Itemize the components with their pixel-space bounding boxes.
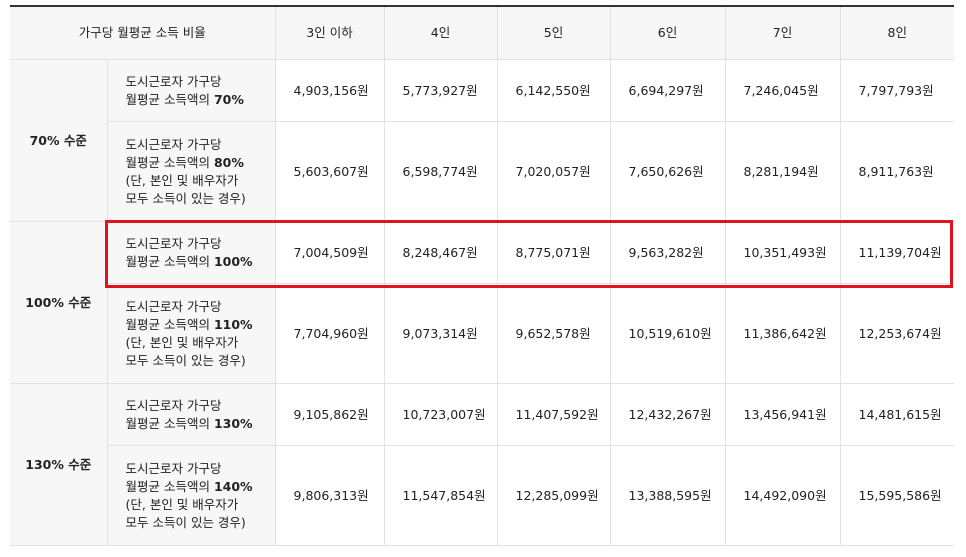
desc-prefix: 월평균 소득액의	[125, 91, 214, 107]
amount-cell: 7,797,793원	[840, 59, 955, 122]
table-row: 도시근로자 가구당 월평균 소득액의 80% (단, 본인 및 배우자가 모두 …	[10, 121, 955, 222]
header-col-3: 3인 이하	[275, 6, 385, 60]
row-description: 도시근로자 가구당 월평균 소득액의 100%	[107, 221, 276, 284]
amount-cell: 8,775,071원	[497, 221, 611, 284]
amount-cell: 4,903,156원	[275, 59, 385, 122]
desc-note: (단, 본인 및 배우자가	[125, 334, 239, 350]
desc-line: 월평균 소득액의 140%	[126, 478, 275, 496]
header-label: 가구당 월평균 소득 비율	[10, 6, 276, 60]
desc-line: 도시근로자 가구당	[125, 73, 222, 89]
amount-cell: 11,407,592원	[497, 383, 611, 446]
amount-cell: 9,105,862원	[275, 383, 385, 446]
amount-cell: 6,598,774원	[384, 121, 498, 222]
desc-percent: 110%	[213, 316, 253, 332]
level-label: 70% 수준	[10, 59, 108, 222]
desc-percent: 140%	[213, 478, 253, 494]
amount-cell: 12,432,267원	[610, 383, 726, 446]
amount-cell: 10,519,610원	[610, 283, 726, 384]
table-row: 100% 수준 도시근로자 가구당 월평균 소득액의 100% 7,004,50…	[10, 221, 955, 384]
desc-line: 월평균 소득액의 80%	[126, 154, 275, 172]
amount-cell: 9,073,314원	[384, 283, 498, 384]
amount-cell: 6,694,297원	[610, 59, 726, 122]
desc-line: 월평균 소득액의 70%	[126, 91, 275, 109]
desc-line: 월평균 소득액의 130%	[126, 415, 275, 433]
amount-cell: 8,281,194원	[725, 121, 841, 222]
amount-cell: 6,142,550원	[497, 59, 611, 122]
row-description: 도시근로자 가구당 월평균 소득액의 80% (단, 본인 및 배우자가 모두 …	[107, 121, 276, 222]
header-col-4: 4인	[384, 6, 498, 60]
level-label: 100% 수준	[10, 221, 108, 384]
desc-prefix: 월평균 소득액의	[125, 316, 214, 332]
row-description: 도시근로자 가구당 월평균 소득액의 70%	[107, 59, 276, 122]
amount-cell: 7,004,509원	[275, 221, 385, 284]
amount-cell: 8,911,763원	[840, 121, 955, 222]
amount-cell: 11,547,854원	[384, 445, 498, 546]
amount-cell: 13,456,941원	[725, 383, 841, 446]
desc-percent: 130%	[213, 415, 253, 431]
desc-note: (단, 본인 및 배우자가	[125, 496, 239, 512]
header-col-7: 7인	[725, 6, 841, 60]
row-description: 도시근로자 가구당 월평균 소득액의 140% (단, 본인 및 배우자가 모두…	[107, 445, 276, 546]
table-row: 130% 수준 도시근로자 가구당 월평균 소득액의 130% 9,105,86…	[10, 383, 955, 546]
desc-note: 모두 소득이 있는 경우)	[125, 190, 246, 206]
row-description: 도시근로자 가구당 월평균 소득액의 110% (단, 본인 및 배우자가 모두…	[107, 283, 276, 384]
header-col-5: 5인	[497, 6, 611, 60]
amount-cell: 12,253,674원	[840, 283, 955, 384]
table-row: 도시근로자 가구당 월평균 소득액의 110% (단, 본인 및 배우자가 모두…	[10, 283, 955, 384]
amount-cell: 7,246,045원	[725, 59, 841, 122]
amount-cell: 9,563,282원	[610, 221, 726, 284]
amount-cell: 5,773,927원	[384, 59, 498, 122]
desc-prefix: 월평균 소득액의	[125, 154, 214, 170]
row-description: 도시근로자 가구당 월평균 소득액의 130%	[107, 383, 276, 446]
desc-prefix: 월평균 소득액의	[125, 415, 214, 431]
table-row: 도시근로자 가구당 월평균 소득액의 140% (단, 본인 및 배우자가 모두…	[10, 445, 955, 546]
desc-percent: 100%	[213, 253, 253, 269]
amount-cell: 7,650,626원	[610, 121, 726, 222]
desc-line: 월평균 소득액의 100%	[126, 253, 275, 271]
desc-line: 월평균 소득액의 110%	[126, 316, 275, 334]
desc-line: 도시근로자 가구당	[125, 136, 222, 152]
amount-cell: 10,723,007원	[384, 383, 498, 446]
desc-percent: 80%	[213, 154, 244, 170]
desc-line: 도시근로자 가구당	[125, 298, 222, 314]
desc-line: 도시근로자 가구당	[125, 397, 222, 413]
amount-cell: 11,139,704원	[840, 221, 955, 284]
income-table: 가구당 월평균 소득 비율 3인 이하 4인 5인 6인 7인 8인 70% 수…	[10, 5, 955, 546]
header-col-8: 8인	[840, 6, 955, 60]
desc-note: (단, 본인 및 배우자가	[125, 172, 239, 188]
amount-cell: 9,806,313원	[275, 445, 385, 546]
amount-cell: 15,595,586원	[840, 445, 955, 546]
amount-cell: 10,351,493원	[725, 221, 841, 284]
amount-cell: 14,492,090원	[725, 445, 841, 546]
amount-cell: 13,388,595원	[610, 445, 726, 546]
amount-cell: 5,603,607원	[275, 121, 385, 222]
desc-note: 모두 소득이 있는 경우)	[125, 352, 246, 368]
amount-cell: 11,386,642원	[725, 283, 841, 384]
amount-cell: 7,020,057원	[497, 121, 611, 222]
amount-cell: 12,285,099원	[497, 445, 611, 546]
amount-cell: 9,652,578원	[497, 283, 611, 384]
desc-percent: 70%	[213, 91, 244, 107]
amount-cell: 7,704,960원	[275, 283, 385, 384]
desc-line: 도시근로자 가구당	[125, 235, 222, 251]
amount-cell: 8,248,467원	[384, 221, 498, 284]
desc-prefix: 월평균 소득액의	[125, 478, 214, 494]
level-label: 130% 수준	[10, 383, 108, 546]
desc-line: 도시근로자 가구당	[125, 460, 222, 476]
header-row: 가구당 월평균 소득 비율 3인 이하 4인 5인 6인 7인 8인	[10, 6, 955, 60]
header-col-6: 6인	[610, 6, 726, 60]
amount-cell: 14,481,615원	[840, 383, 955, 446]
desc-prefix: 월평균 소득액의	[125, 253, 214, 269]
desc-note: 모두 소득이 있는 경우)	[125, 514, 246, 530]
table-row: 70% 수준 도시근로자 가구당 월평균 소득액의 70% 4,903,156원…	[10, 59, 955, 222]
